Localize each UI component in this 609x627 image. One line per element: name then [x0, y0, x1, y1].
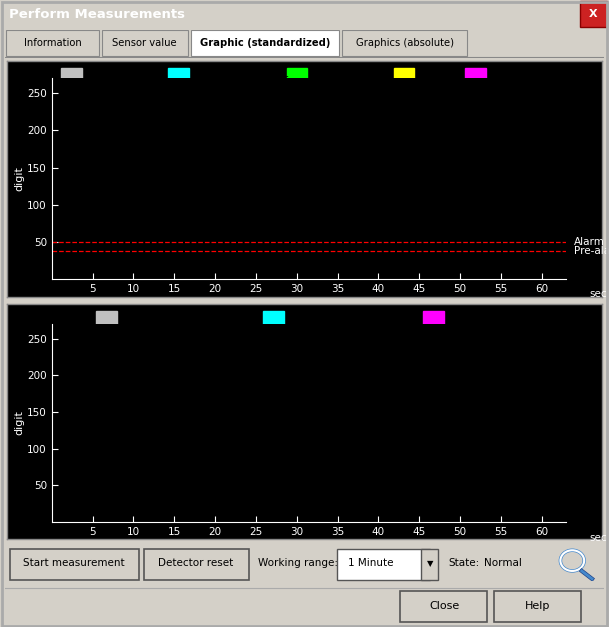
FancyBboxPatch shape [580, 1, 607, 28]
FancyBboxPatch shape [494, 591, 581, 622]
Y-axis label: digit: digit [15, 411, 24, 435]
Text: Start measurement: Start measurement [23, 559, 125, 569]
Bar [393, 68, 415, 90]
Text: 1 Minute: 1 Minute [348, 559, 393, 569]
FancyBboxPatch shape [6, 30, 99, 56]
Text: Backwards Scatter: Backwards Scatter [194, 74, 287, 84]
FancyBboxPatch shape [342, 30, 468, 56]
Bar [263, 311, 284, 332]
Text: Detector reset: Detector reset [158, 559, 234, 569]
Text: Quotient: Quotient [491, 74, 535, 84]
FancyBboxPatch shape [144, 549, 248, 579]
FancyBboxPatch shape [337, 549, 431, 579]
Text: Working range:: Working range: [258, 559, 338, 569]
Text: ▼: ▼ [426, 559, 433, 568]
FancyBboxPatch shape [421, 549, 438, 579]
Text: Pre-alarm: Pre-alarm [574, 246, 609, 256]
Text: Quotient corr: Quotient corr [450, 317, 516, 327]
Text: Sensor value: Sensor value [113, 38, 177, 48]
FancyBboxPatch shape [10, 549, 138, 579]
FancyBboxPatch shape [400, 591, 487, 622]
Text: Close: Close [429, 601, 459, 611]
Text: Information: Information [24, 38, 82, 48]
Text: Forward Scatter corr.: Forward Scatter corr. [123, 317, 228, 327]
Text: Heat Sensor: Heat Sensor [314, 74, 375, 84]
Text: State:: State: [448, 559, 479, 569]
FancyBboxPatch shape [102, 30, 188, 56]
Text: Forward Scatter: Forward Scatter [88, 74, 167, 84]
Text: sec: sec [590, 289, 607, 299]
Text: Alarm: Alarm [574, 237, 605, 247]
Bar [61, 68, 82, 90]
Bar [96, 311, 118, 332]
Text: Perform Measurements: Perform Measurements [9, 8, 185, 21]
Text: Help: Help [525, 601, 551, 611]
Bar [287, 68, 308, 90]
Text: Graphic (standardized): Graphic (standardized) [200, 38, 330, 48]
FancyBboxPatch shape [191, 30, 339, 56]
Text: Normal: Normal [484, 559, 522, 569]
Bar [465, 68, 486, 90]
Text: sec: sec [590, 532, 607, 542]
Text: Backward Scatter corr.: Backward Scatter corr. [290, 317, 403, 327]
Text: Graphics (absolute): Graphics (absolute) [356, 38, 454, 48]
Bar [423, 311, 444, 332]
Text: X: X [589, 9, 597, 19]
Text: Result: Result [420, 74, 451, 84]
Y-axis label: digit: digit [15, 166, 24, 191]
Bar [168, 68, 189, 90]
